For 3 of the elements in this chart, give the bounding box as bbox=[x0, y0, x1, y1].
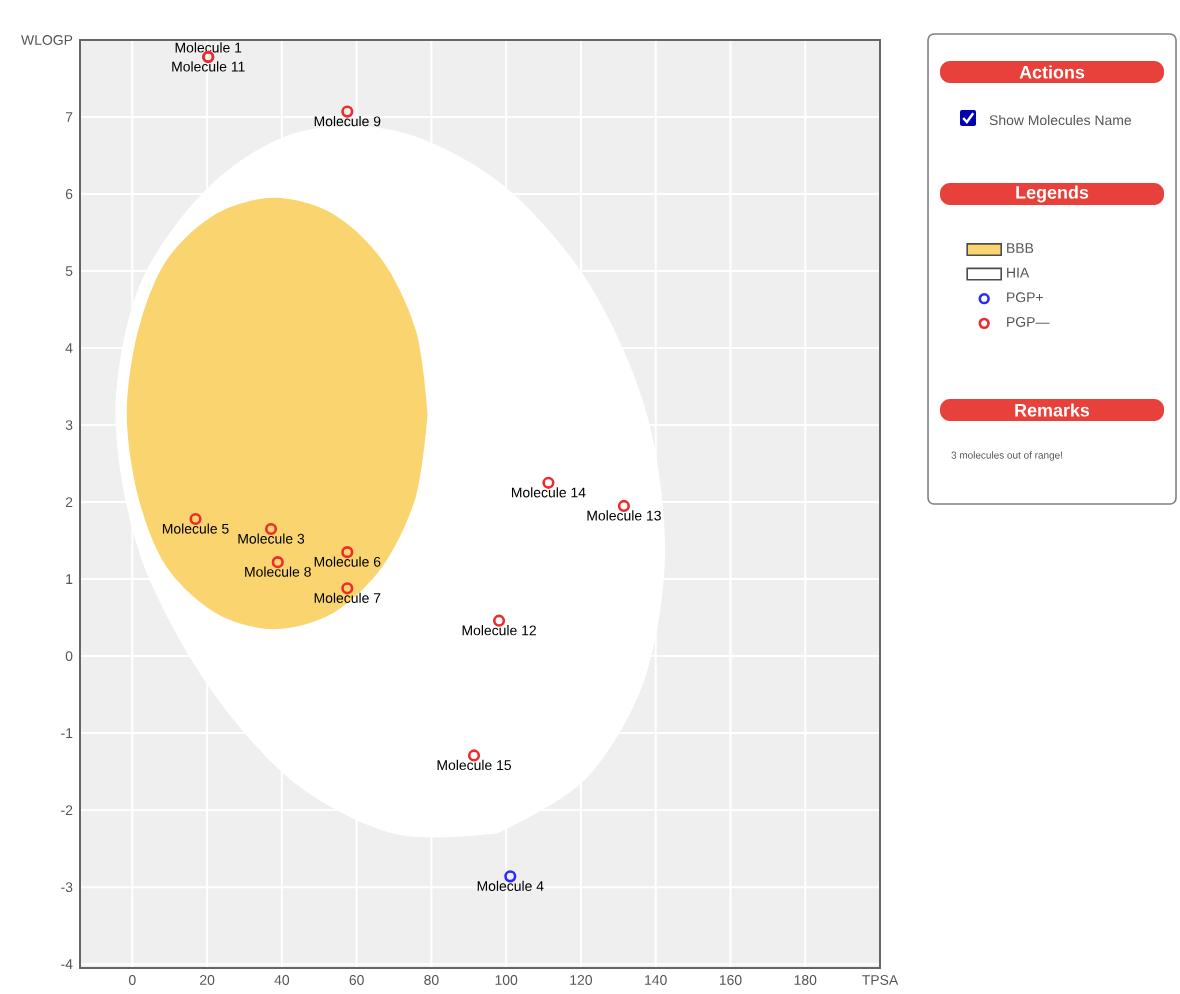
text: Actions bbox=[1019, 65, 1085, 79]
text: Remarks bbox=[1015, 403, 1090, 417]
legend-title: Legends bbox=[1016, 185, 1089, 203]
